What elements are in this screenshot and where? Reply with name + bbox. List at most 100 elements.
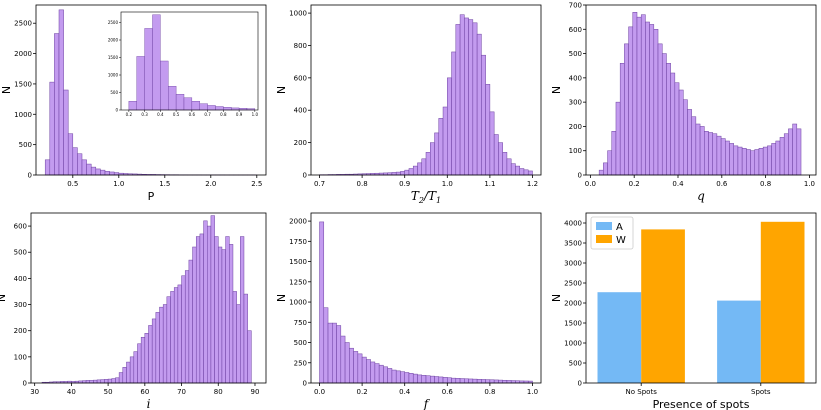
histogram-bar [737,146,743,176]
panel-spots-bar-chart: No Spots Spots 0 500 1000 1500 2000 2500 3000 350… [550,212,817,410]
inset-bar [215,106,224,111]
histogram-bar [417,162,422,176]
histogram-bar [783,133,789,176]
histogram-bar [374,363,380,384]
histogram-bar [199,233,204,384]
inset-bar [191,101,200,111]
histogram-bar [151,318,157,384]
histogram-bar [468,19,474,176]
histogram-bar [192,246,197,384]
histogram-bar [155,312,160,384]
histogram-bar [691,116,697,176]
histogram-bar [107,378,113,384]
histogram-bar [434,132,440,176]
inset-bar [144,28,153,111]
histogram-bar [481,54,486,176]
x-axis-label-main: T [411,189,420,203]
histogram-bar [122,367,127,384]
histogram-bar [378,364,384,384]
x-tick-label: 0.7 [314,180,325,188]
y-tick-label: 2000 [14,50,32,58]
inset-x-tick-label: 0.4 [157,112,164,117]
histogram-bar [72,147,78,176]
y-tick-label: 1500 [289,258,307,266]
histogram-bar [86,163,92,176]
histogram-bar [404,372,410,384]
histogram-bar [485,379,491,384]
x-tick-label: 1.0 [113,180,124,188]
histogram-bar [144,333,149,384]
histogram-bar [430,375,435,384]
y-tick-label: 1750 [289,238,307,246]
inset-x-tick-label: 0.2 [126,112,133,117]
y-tick-label: 750 [294,319,307,327]
histogram-bar [683,99,688,176]
histogram-bar [519,168,525,176]
histogram-bar [657,43,663,176]
histogram-bar [344,342,350,384]
histogram-bar [148,325,153,384]
histogram-bar [498,142,503,176]
bar-A-0 [597,292,642,383]
x-tick-label: 90 [251,388,260,396]
histogram-bar [421,158,427,176]
histogram-bar [336,325,342,384]
x-tick-label: 60 [140,388,149,396]
panel-mass-ratio-histogram: 0.0 0.2 0.4 0.6 0.8 1.0 0 100 200 300 400 500 600 700… [550,2,817,203]
histogram-bar [661,53,667,176]
inset-x-tick-label: 1.0 [252,112,259,117]
axes-frame [585,212,817,384]
y-axis-label: N [0,86,13,94]
x-tick-label: 0.8 [357,180,368,188]
x-tick-label: 0.4 [399,388,411,396]
inset-bar [168,85,177,111]
y-tick-label: 1000 [564,340,582,348]
legend-label: W [616,235,626,246]
histogram-bar [447,377,452,384]
histogram-bar [476,33,482,176]
y-axis-label: N [550,86,563,94]
histogram-bar [666,63,671,176]
x-axis-label-sub: 2 [418,196,424,205]
histogram-bar [425,152,431,176]
histogram-bar [159,306,164,384]
histogram-bar [319,221,325,384]
inset-bar [223,106,232,111]
histogram-bar [704,131,709,176]
histogram-bar [408,373,414,384]
histogram-bar [498,379,503,384]
histogram-bar [459,14,465,176]
y-axis-label: N [275,86,288,94]
histogram-bar [184,270,190,384]
inset-bar [160,60,169,111]
y-tick-label: 1000 [14,111,32,119]
histogram-bar [247,330,252,384]
histogram-bar [624,43,629,176]
histogram-bar [67,133,74,176]
histogram-bar [674,82,680,176]
histogram-bar [100,379,105,384]
y-axis-label: N [550,294,563,302]
histogram-bar [767,145,772,176]
histogram-bar [527,170,533,176]
histogram-bar [387,368,393,384]
x-tick-label: 0.8 [484,388,495,396]
panel-period-histogram: 0.5 1.0 1.5 2.0 2.5 0 500 1000 1500 2000 2500 N P 0.2… [0,4,267,203]
histogram-bar [459,378,465,384]
inset-x-tick-label: 0.7 [204,112,211,117]
histogram-bar [796,128,802,176]
histogram-bar [181,275,186,384]
x-axis-label-slash: /T [423,189,437,203]
histogram-bar [451,51,457,176]
legend-label: A [616,222,623,233]
y-tick-label: 1500 [14,80,32,88]
y-tick-label: 600 [14,223,27,231]
histogram-bar [438,118,444,176]
histogram-bar [708,132,713,176]
histogram-bar [485,84,491,176]
inset-bar [175,94,185,111]
x-axis-label-sub: 1 [436,196,441,205]
histogram-bar [81,159,87,176]
histogram-bar [170,291,175,384]
panel-temperature-ratio-histogram: 0.7 0.8 0.9 1.0 1.1 1.2 0 200 400 600 800 1000 N T2/T… [275,4,542,205]
